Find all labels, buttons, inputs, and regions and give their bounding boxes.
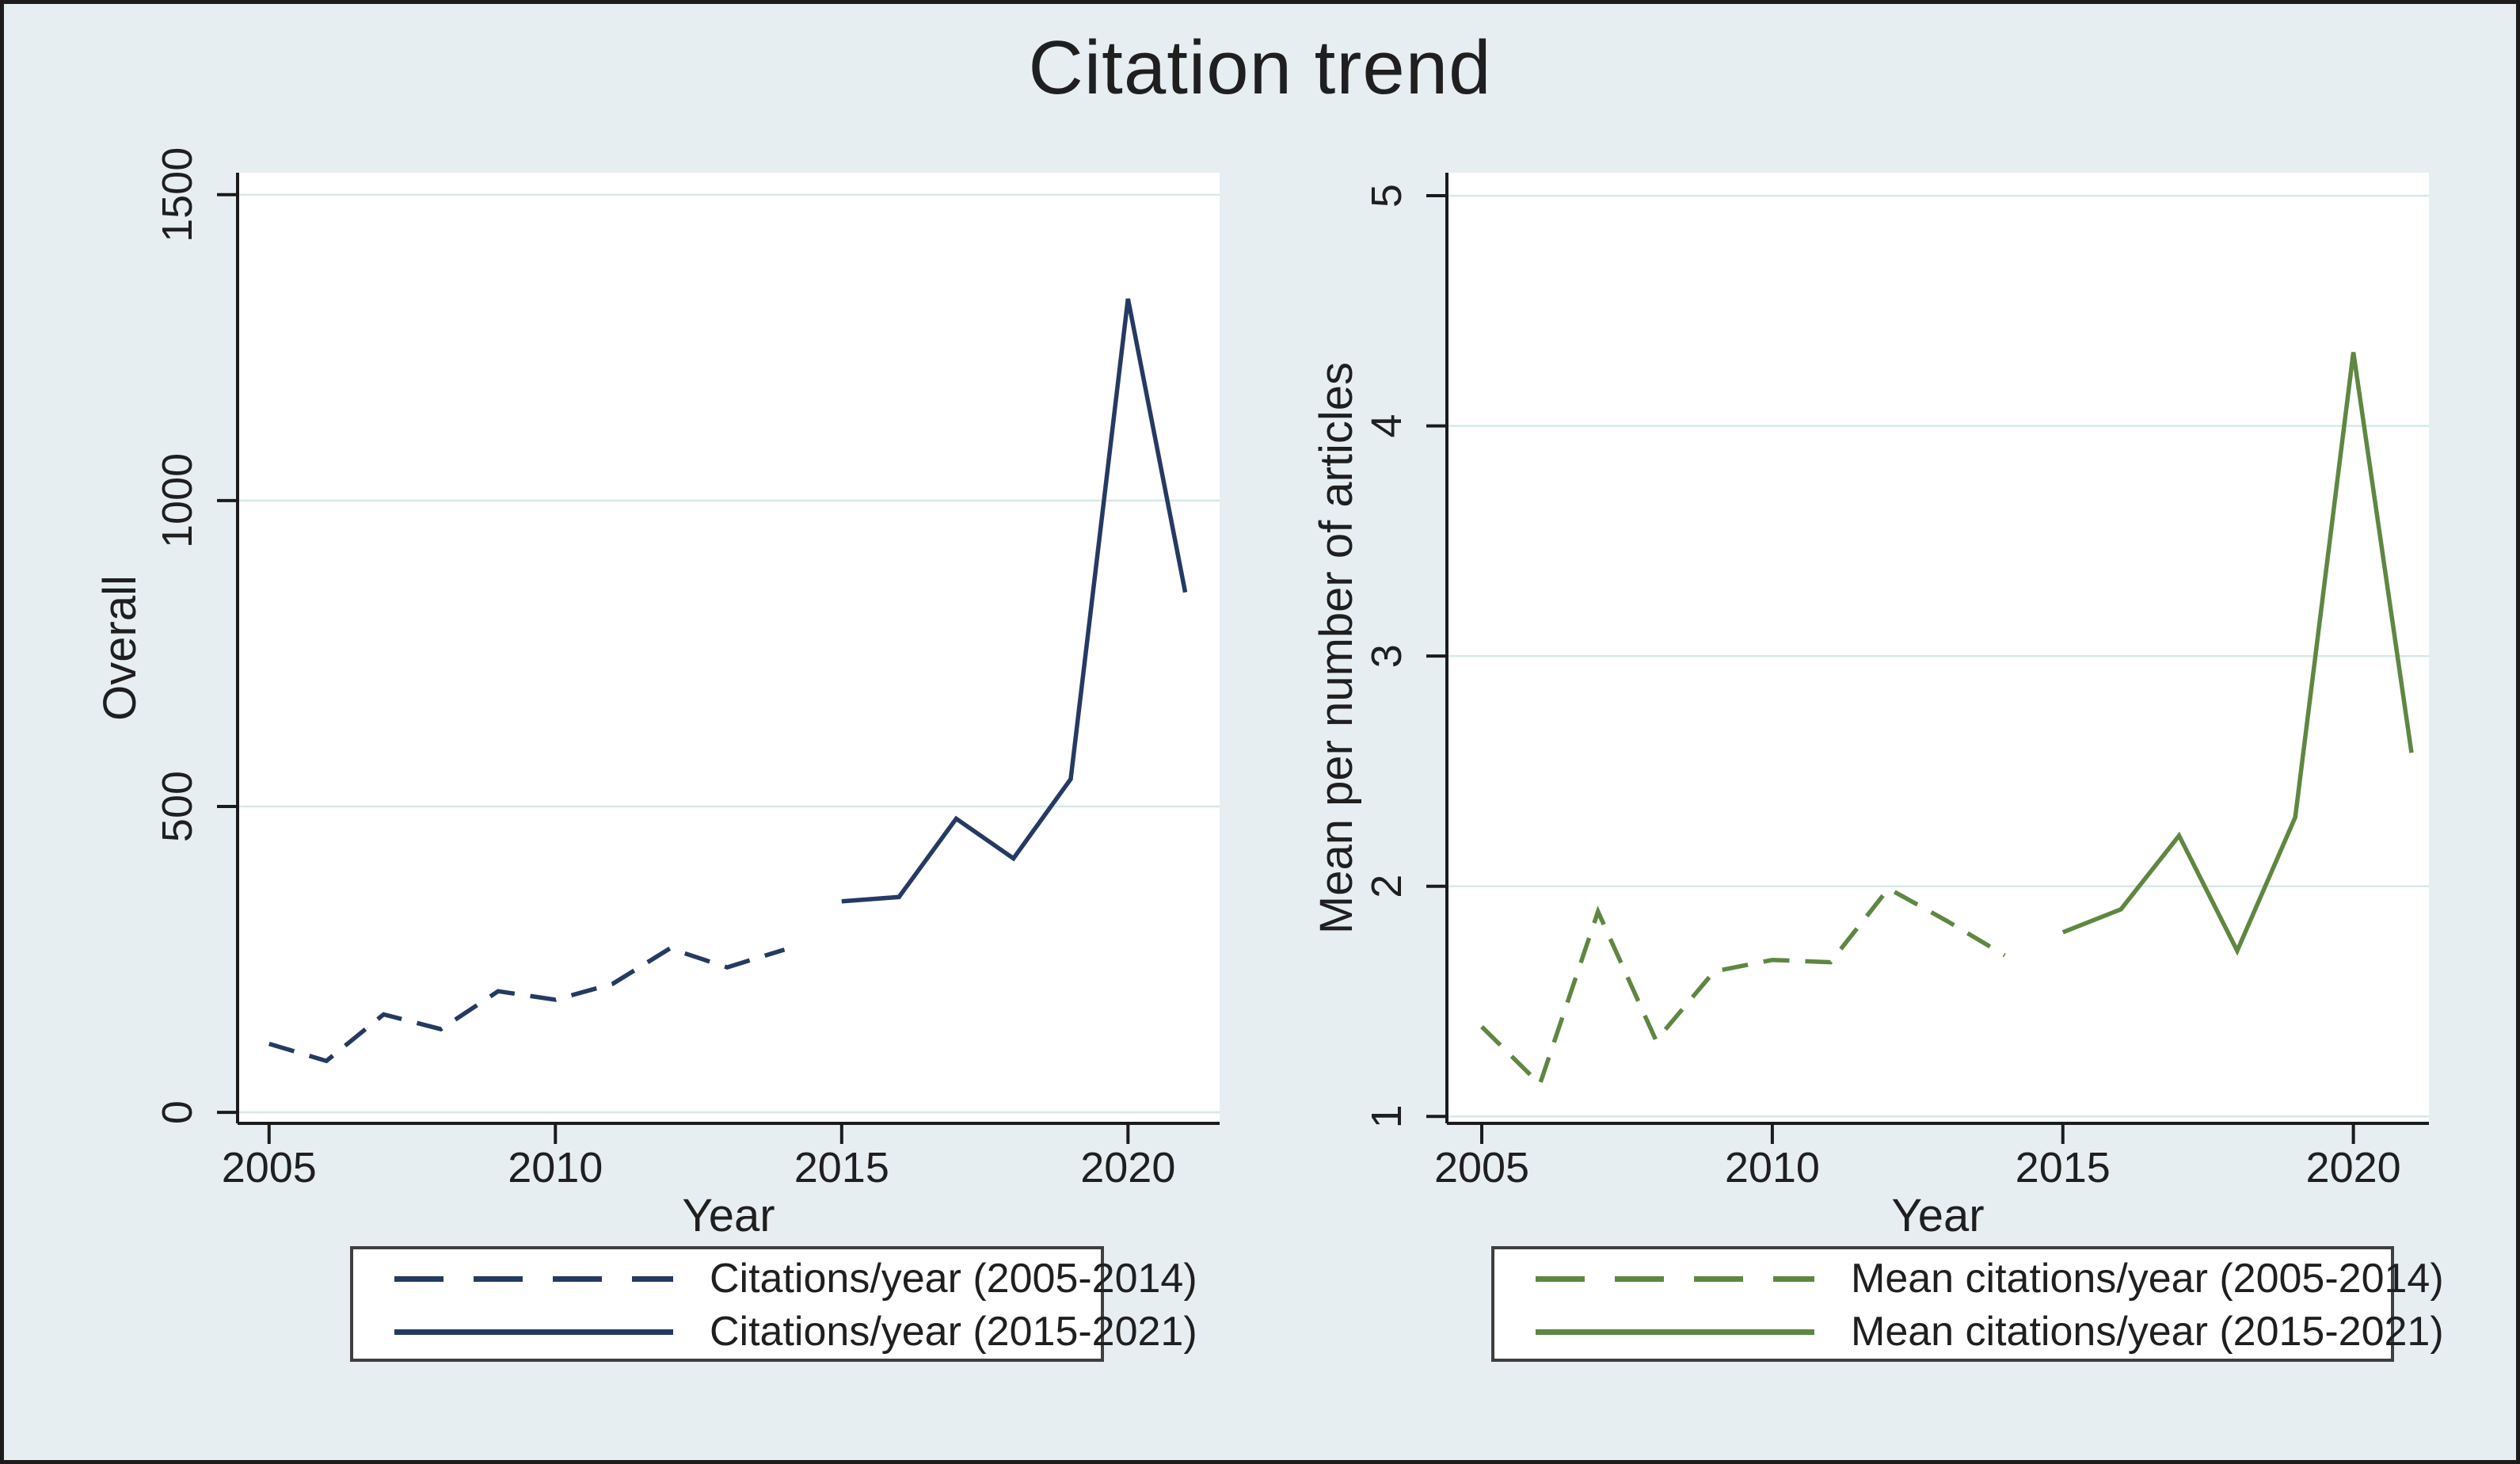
y-tick-label: 1500 [154, 147, 201, 242]
x-tick-label: 2020 [1080, 1144, 1175, 1191]
x-tick-label: 2015 [794, 1144, 889, 1191]
y-tick-label: 2 [1363, 875, 1410, 898]
plot-area [238, 173, 1220, 1123]
dashed-line-swatch [394, 1275, 673, 1282]
y-tick-label: 3 [1363, 644, 1410, 668]
solid-line-swatch [1536, 1329, 1814, 1335]
x-axis-title: Year [682, 1190, 775, 1241]
x-tick-label: 2010 [508, 1144, 603, 1191]
legend-mean: Mean citations/year (2005-2014) Mean cit… [1491, 1246, 2444, 1362]
legend-label: Mean citations/year (2015-2021) [1851, 1309, 2444, 1355]
x-tick-label: 2010 [1725, 1144, 1820, 1191]
legend-item: Mean citations/year (2015-2021) [1536, 1308, 2444, 1355]
dashed-line-swatch [1536, 1275, 1814, 1282]
x-tick-label: 2005 [222, 1144, 317, 1191]
series-line-solid [2061, 352, 2414, 956]
y-axis-title: Overall [94, 575, 146, 721]
legend-item: Citations/year (2005-2014) [394, 1255, 1197, 1302]
y-tick-label: 4 [1363, 414, 1410, 438]
chart-svg: 0 500 1000 1500 2005 2010 2015 2020 Year Overall 1… [94, 147, 2429, 1241]
plot-area [1447, 173, 2429, 1123]
solid-line-swatch [394, 1329, 673, 1335]
y-tick-label: 500 [154, 771, 201, 842]
legend-label: Citations/year (2015-2021) [710, 1309, 1197, 1355]
x-tick-label: 2020 [2306, 1144, 2401, 1191]
chart-title: Citation trend [1028, 25, 1492, 110]
y-tick-label: 1 [1363, 1104, 1410, 1128]
legend-item: Mean citations/year (2005-2014) [1536, 1255, 2444, 1302]
y-tick-label: 0 [154, 1100, 201, 1124]
x-tick-label: 2005 [1434, 1144, 1529, 1191]
series-line-dashed [1480, 886, 2006, 1088]
chart-canvas: 0 500 1000 1500 2005 2010 2015 2020 Year Overall 1… [4, 4, 2516, 1460]
legend-item: Citations/year (2015-2021) [394, 1308, 1197, 1355]
legend-overall: Citations/year (2005-2014) Citations/yea… [350, 1246, 1197, 1362]
x-tick-label: 2015 [2016, 1144, 2111, 1191]
legend-label: Mean citations/year (2005-2014) [1851, 1256, 2444, 1302]
y-tick-label: 1000 [154, 453, 201, 548]
legend-label: Citations/year (2005-2014) [710, 1256, 1197, 1302]
series-line-dashed [268, 946, 786, 1064]
x-axis-title: Year [1891, 1190, 1984, 1241]
series-line-solid [841, 298, 1188, 904]
y-tick-label: 5 [1363, 184, 1410, 208]
y-axis-title: Mean per number of articles [1311, 362, 1362, 934]
